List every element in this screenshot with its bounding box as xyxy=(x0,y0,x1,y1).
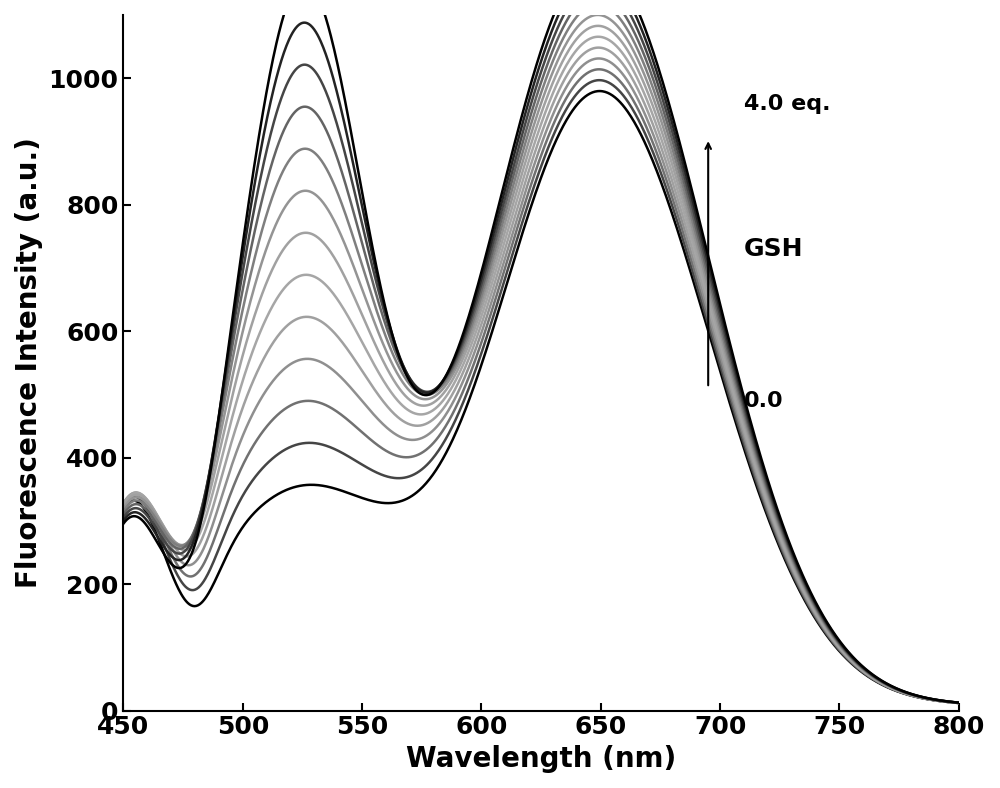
X-axis label: Wavelength (nm): Wavelength (nm) xyxy=(406,745,676,773)
Text: 4.0 eq.: 4.0 eq. xyxy=(744,94,830,113)
Text: 0.0: 0.0 xyxy=(744,391,784,411)
Text: GSH: GSH xyxy=(744,237,803,261)
Y-axis label: Fluorescence Intensity (a.u.): Fluorescence Intensity (a.u.) xyxy=(15,137,43,588)
